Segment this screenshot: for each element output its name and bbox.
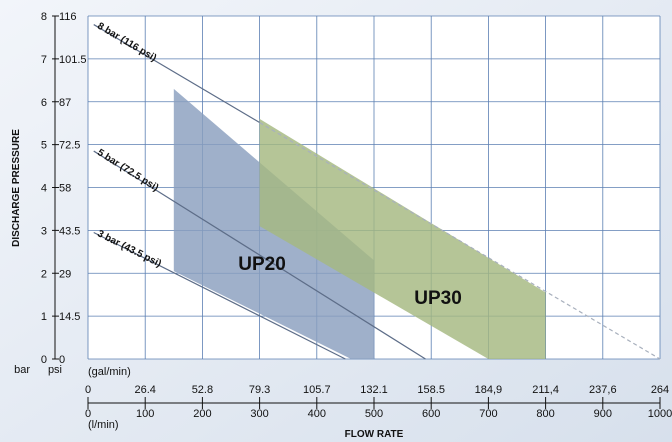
y-tick-label-bar: 2 <box>41 268 47 280</box>
y-tick-label-bar: 3 <box>41 225 47 237</box>
x-tick-label-gal: 0 <box>85 384 91 396</box>
y-tick-label-psi: 29 <box>59 268 71 280</box>
x-axis-title: FLOW RATE <box>345 429 404 440</box>
x-tick-label-gal: 132.1 <box>360 384 388 396</box>
y-tick-label-bar: 6 <box>41 97 47 109</box>
y-unit-bar: bar <box>14 364 30 376</box>
y-tick-label-bar: 4 <box>41 183 47 195</box>
y-tick-label-psi: 87 <box>59 97 71 109</box>
x-tick-label-gal: 237,6 <box>589 384 617 396</box>
x-tick-label-lmin: 100 <box>136 408 154 420</box>
y-tick-label-psi: 116 <box>59 11 77 23</box>
x-tick-label-gal: 105.7 <box>303 384 331 396</box>
x-tick-label-lmin: 600 <box>422 408 440 420</box>
x-tick-label-lmin: 1000 <box>648 408 672 420</box>
x-tick-label-lmin: 400 <box>308 408 326 420</box>
x-tick-label-lmin: 300 <box>250 408 268 420</box>
y-tick-label-bar: 5 <box>41 140 47 152</box>
region-label-up20: UP20 <box>238 254 286 275</box>
y-unit-psi: psi <box>48 364 62 376</box>
pressure-line-5bar <box>93 150 426 360</box>
y-tick-label-bar: 0 <box>41 354 47 366</box>
x-tick-label-gal: 79.3 <box>249 384 270 396</box>
x-tick-label-lmin: 900 <box>594 408 612 420</box>
y-tick-label-psi: 58 <box>59 183 71 195</box>
x-tick-label-lmin: 800 <box>536 408 554 420</box>
x-tick-label-lmin: 700 <box>479 408 497 420</box>
x-tick-label-gal: 211,4 <box>532 384 559 396</box>
x-tick-label-gal: 184,9 <box>475 384 503 396</box>
pressure-line-8bar-dashed <box>259 122 661 360</box>
pressure-line-3bar <box>93 231 346 360</box>
x-tick-label-lmin: 200 <box>193 408 211 420</box>
x-tick-label-lmin: 500 <box>365 408 383 420</box>
y-tick-label-bar: 1 <box>41 311 47 323</box>
y-axis-title: DISCHARGE PRESSURE <box>11 129 22 247</box>
y-tick-label-bar: 8 <box>41 11 47 23</box>
y-tick-label-psi: 14.5 <box>59 311 80 323</box>
region-label-up30: UP30 <box>414 288 462 309</box>
x-unit-gal: (gal/min) <box>88 366 131 378</box>
x-tick-label-gal: 264 <box>651 384 669 396</box>
pressure-line-8bar <box>93 24 260 124</box>
x-tick-label-gal: 158.5 <box>417 384 445 396</box>
region-up30 <box>259 118 546 360</box>
y-tick-label-psi: 0 <box>59 354 65 366</box>
y-tick-label-bar: 7 <box>41 54 47 66</box>
x-tick-label-gal: 52.8 <box>192 384 213 396</box>
x-tick-label-lmin: 0 <box>85 408 91 420</box>
y-tick-label-psi: 101.5 <box>59 54 87 66</box>
y-tick-label-psi: 72.5 <box>59 140 80 152</box>
x-unit-lmin: (l/min) <box>88 419 119 431</box>
x-tick-label-gal: 26.4 <box>134 384 155 396</box>
y-tick-label-psi: 43.5 <box>59 225 80 237</box>
